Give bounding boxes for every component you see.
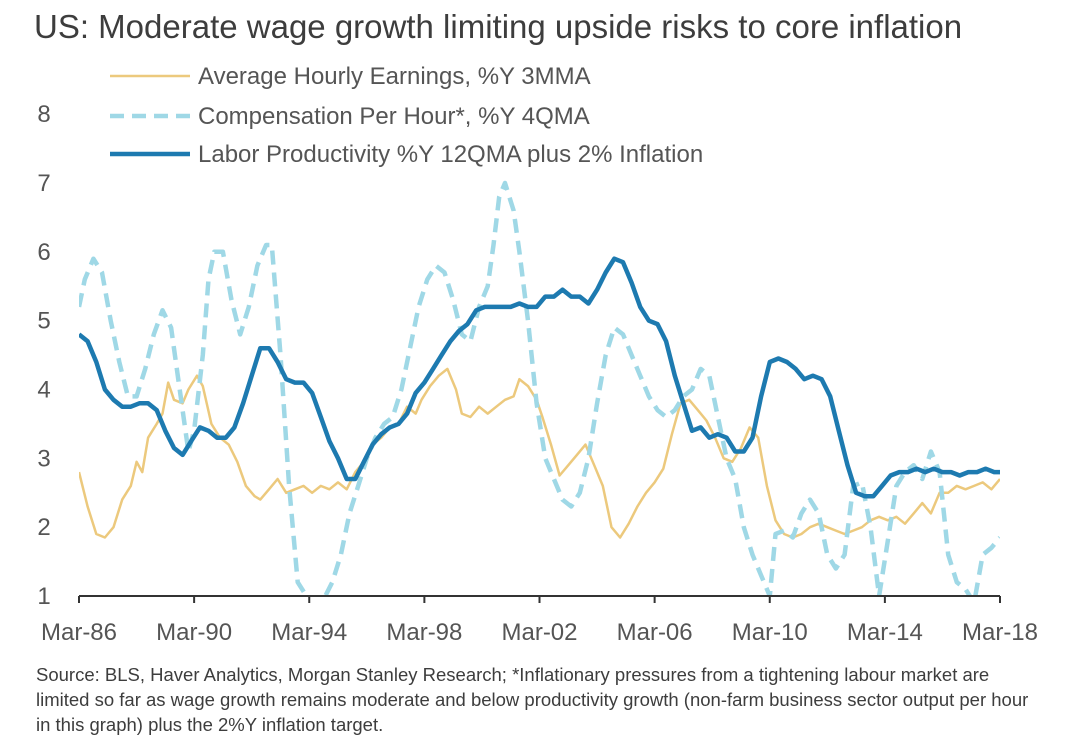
x-tick-label: Mar-90: [156, 619, 232, 646]
x-tick-label: Mar-10: [732, 619, 808, 646]
x-tick-label: Mar-06: [617, 619, 693, 646]
line-chart: Mar-86 Mar-90 Mar-94 Mar-98 Mar-02 Mar-06 Mar-…: [37, 63, 1038, 646]
source-note: Source: BLS, Haver Analytics, Morgan Sta…: [36, 664, 1029, 735]
legend-label-3: Labor Productivity %Y 12QMA plus 2% Infl…: [198, 141, 703, 168]
x-tick-label: Mar-02: [501, 619, 577, 646]
x-tick-label: Mar-94: [271, 619, 347, 646]
y-tick-label: 4: [37, 377, 50, 404]
y-tick-label: 3: [37, 445, 50, 472]
x-tick-label: Mar-86: [41, 619, 117, 646]
y-tick-label: 5: [37, 308, 50, 335]
series-line-3: [79, 256, 1000, 499]
chart-title: US: Moderate wage growth limiting upside…: [34, 8, 963, 45]
legend-label-1: Average Hourly Earnings, %Y 3MMA: [198, 63, 591, 90]
y-tick-label: 2: [37, 514, 50, 541]
y-tick-label: 7: [37, 170, 50, 197]
y-tick-label: 8: [37, 101, 50, 128]
series-line-1: [79, 367, 1000, 539]
x-tick-label: Mar-14: [847, 619, 923, 646]
x-tick-label: Mar-98: [386, 619, 462, 646]
axes-layer: Mar-86 Mar-90 Mar-94 Mar-98 Mar-02 Mar-06 Mar-…: [37, 101, 1038, 646]
legend: Average Hourly Earnings, %Y 3MMA Compensa…: [110, 63, 703, 168]
y-tick-label: 1: [37, 583, 50, 610]
series-line-2: [79, 180, 1000, 596]
legend-label-2: Compensation Per Hour*, %Y 4QMA: [198, 103, 590, 130]
series-layer: [79, 180, 1000, 596]
y-tick-label: 6: [37, 239, 50, 266]
x-tick-label: Mar-18: [962, 619, 1038, 646]
